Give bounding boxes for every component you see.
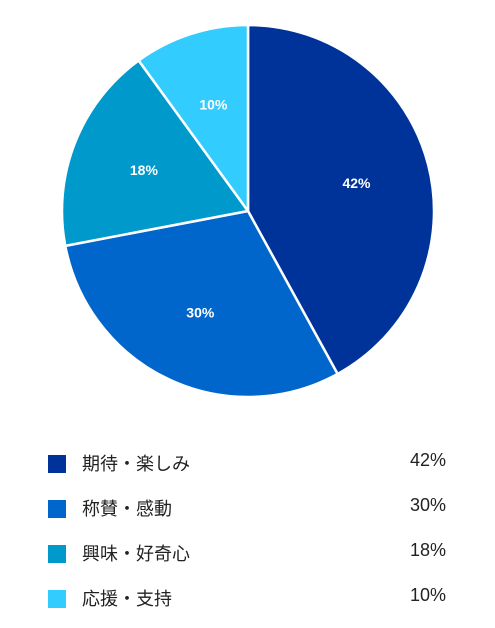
legend-item: 称賛・感動 30% [48, 485, 448, 530]
pie-chart: 42% 30% 18% 10% [60, 23, 436, 399]
legend-swatch [48, 455, 66, 473]
legend-label: 称賛・感動 [82, 499, 172, 520]
legend-swatch [48, 545, 66, 563]
pie-slice [137, 23, 250, 213]
pie-slice-label: 18% [130, 162, 159, 178]
legend-item: 応援・支持 10% [48, 575, 448, 620]
pie-slice [246, 23, 436, 376]
pie-slice [60, 59, 250, 248]
legend: 期待・楽しみ 42% 称賛・感動 30% 興味・好奇心 18% 応援・支持 10… [48, 440, 448, 620]
legend-item: 興味・好奇心 18% [48, 530, 448, 575]
pie-slice-label: 10% [199, 97, 228, 113]
legend-item: 期待・楽しみ 42% [48, 440, 448, 485]
pie-slice-labels: 42% 30% 18% 10% [130, 97, 371, 321]
legend-label: 期待・楽しみ [82, 454, 190, 475]
pie-slice-label: 42% [342, 175, 371, 191]
legend-label: 応援・支持 [82, 589, 172, 610]
pie-slice-label: 30% [186, 304, 215, 320]
legend-swatch [48, 500, 66, 518]
legend-value: 10% [409, 585, 446, 605]
legend-value: 18% [409, 540, 446, 560]
pie-slice [64, 209, 339, 399]
legend-swatch [48, 590, 66, 608]
legend-value: 42% [409, 450, 446, 470]
legend-label: 興味・好奇心 [82, 544, 190, 565]
pie-slices [60, 23, 436, 399]
legend-value: 30% [409, 495, 446, 515]
